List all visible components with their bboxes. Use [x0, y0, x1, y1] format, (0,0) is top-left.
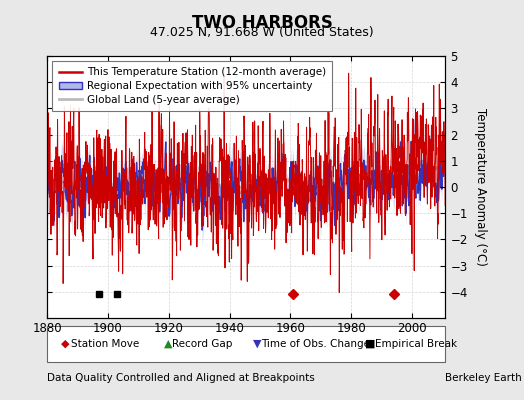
Text: 1980: 1980: [336, 322, 366, 335]
Text: Empirical Break: Empirical Break: [375, 339, 457, 349]
Text: 2000: 2000: [397, 322, 427, 335]
Text: Record Gap: Record Gap: [172, 339, 232, 349]
Text: 47.025 N, 91.668 W (United States): 47.025 N, 91.668 W (United States): [150, 26, 374, 39]
Text: Station Move: Station Move: [71, 339, 139, 349]
Text: Berkeley Earth: Berkeley Earth: [445, 373, 522, 383]
Text: 1940: 1940: [215, 322, 245, 335]
Text: Time of Obs. Change: Time of Obs. Change: [261, 339, 370, 349]
Text: 1880: 1880: [32, 322, 62, 335]
Text: ◆: ◆: [61, 339, 70, 349]
Text: ■: ■: [365, 339, 376, 349]
Text: 1900: 1900: [93, 322, 123, 335]
Text: ▼: ▼: [253, 339, 261, 349]
Y-axis label: Temperature Anomaly (°C): Temperature Anomaly (°C): [474, 108, 487, 266]
Text: ▲: ▲: [163, 339, 172, 349]
Text: TWO HARBORS: TWO HARBORS: [192, 14, 332, 32]
Text: 1920: 1920: [154, 322, 184, 335]
Text: 1960: 1960: [276, 322, 305, 335]
Legend: This Temperature Station (12-month average), Regional Expectation with 95% uncer: This Temperature Station (12-month avera…: [52, 61, 332, 111]
Text: Data Quality Controlled and Aligned at Breakpoints: Data Quality Controlled and Aligned at B…: [47, 373, 315, 383]
